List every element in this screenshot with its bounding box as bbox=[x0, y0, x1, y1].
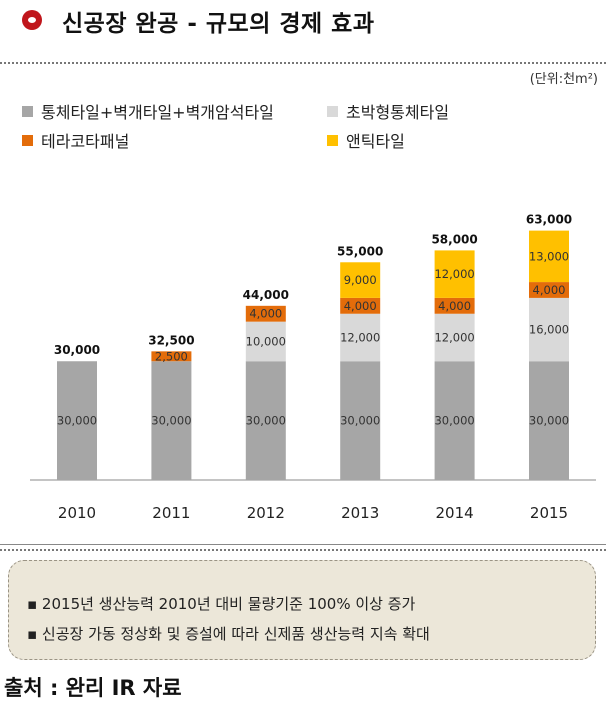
bar-segment bbox=[151, 351, 192, 362]
header-divider bbox=[0, 62, 606, 64]
bullet-icon bbox=[22, 10, 42, 30]
data-label: 4,000 bbox=[438, 299, 471, 313]
bar-segment bbox=[151, 361, 192, 480]
unit-label: (단위:천m²) bbox=[529, 72, 598, 87]
total-label: 63,000 bbox=[526, 213, 572, 227]
x-tick-label: 2015 bbox=[530, 504, 568, 522]
data-label: 10,000 bbox=[246, 334, 286, 348]
x-tick-label: 2010 bbox=[58, 504, 96, 522]
bar-segment bbox=[340, 313, 381, 362]
bar-segment bbox=[434, 297, 475, 314]
total-label: 30,000 bbox=[54, 343, 100, 357]
note-line-1: ▪ 2015년 생산능력 2010년 대비 물량기준 100% 이상 증가 bbox=[27, 595, 416, 613]
bar-segment bbox=[340, 262, 381, 298]
bar-segment bbox=[245, 321, 286, 362]
chart-divider-dotted bbox=[0, 549, 606, 551]
chart-divider bbox=[0, 544, 606, 545]
data-label: 9,000 bbox=[344, 273, 377, 287]
data-label: 12,000 bbox=[434, 330, 474, 344]
data-label: 4,000 bbox=[249, 307, 282, 321]
x-tick-label: 2014 bbox=[436, 504, 474, 522]
legend-label: 통체타일+벽개타일+벽개암석타일 bbox=[41, 103, 274, 122]
bar-segment bbox=[340, 297, 381, 314]
bar-segment bbox=[529, 361, 569, 480]
bar-segment bbox=[434, 361, 475, 480]
legend-swatch bbox=[327, 106, 338, 117]
data-label: 30,000 bbox=[57, 414, 97, 428]
total-label: 44,000 bbox=[243, 288, 289, 302]
legend-label: 테라코타패널 bbox=[41, 132, 130, 151]
bar-segment bbox=[529, 297, 569, 362]
bar-segment bbox=[245, 361, 286, 480]
bar-segment bbox=[434, 250, 475, 298]
data-label: 12,000 bbox=[434, 267, 474, 281]
legend-label: 초박형통체타일 bbox=[346, 103, 450, 122]
x-tick-label: 2011 bbox=[152, 504, 190, 522]
legend-swatch bbox=[327, 135, 338, 146]
bar-segment bbox=[529, 230, 569, 283]
bar-segment bbox=[340, 361, 381, 480]
total-label: 55,000 bbox=[337, 244, 383, 258]
legend-swatch bbox=[22, 135, 33, 146]
legend-item-series-4: 앤틱타일 bbox=[327, 133, 405, 151]
data-label: 30,000 bbox=[151, 414, 191, 428]
note-box: ▪ 2015년 생산능력 2010년 대비 물량기준 100% 이상 증가 ▪ … bbox=[8, 560, 596, 660]
legend-item-series-2: 초박형통체타일 bbox=[327, 104, 449, 122]
x-tick-label: 2012 bbox=[247, 504, 285, 522]
legend-swatch bbox=[22, 106, 33, 117]
bar-segment bbox=[245, 305, 286, 322]
stacked-bar-chart: 30,000 30,000 2010 30,000 2,500 32,500 2011 30,… bbox=[30, 213, 596, 522]
data-label: 30,000 bbox=[340, 414, 380, 428]
legend-item-series-1: 통체타일+벽개타일+벽개암석타일 bbox=[22, 104, 274, 122]
note-line-2: ▪ 신공장 가동 정상화 및 증설에 따라 신제품 생산능력 지속 확대 bbox=[27, 625, 430, 643]
data-label: 13,000 bbox=[529, 249, 569, 263]
bar-segment bbox=[57, 361, 97, 480]
total-label: 58,000 bbox=[431, 232, 477, 246]
data-label: 2,500 bbox=[155, 349, 188, 363]
bar-segment bbox=[529, 282, 569, 298]
header: 신공장 완공 - 규모의 경제 효과 bbox=[0, 0, 606, 60]
source-label: 출처 : 완리 IR 자료 bbox=[4, 676, 182, 700]
data-label: 12,000 bbox=[340, 330, 380, 344]
legend-item-series-3: 테라코타패널 bbox=[22, 133, 129, 151]
data-label: 30,000 bbox=[529, 414, 569, 428]
data-label: 16,000 bbox=[529, 323, 569, 337]
total-label: 32,500 bbox=[148, 333, 194, 347]
data-label: 4,000 bbox=[344, 299, 377, 313]
bar-segment bbox=[434, 313, 475, 362]
x-tick-label: 2013 bbox=[341, 504, 379, 522]
page-title: 신공장 완공 - 규모의 경제 효과 bbox=[62, 11, 375, 37]
data-label: 30,000 bbox=[246, 414, 286, 428]
data-label: 30,000 bbox=[434, 414, 474, 428]
data-label: 4,000 bbox=[533, 283, 566, 297]
legend-label: 앤틱타일 bbox=[346, 132, 405, 151]
